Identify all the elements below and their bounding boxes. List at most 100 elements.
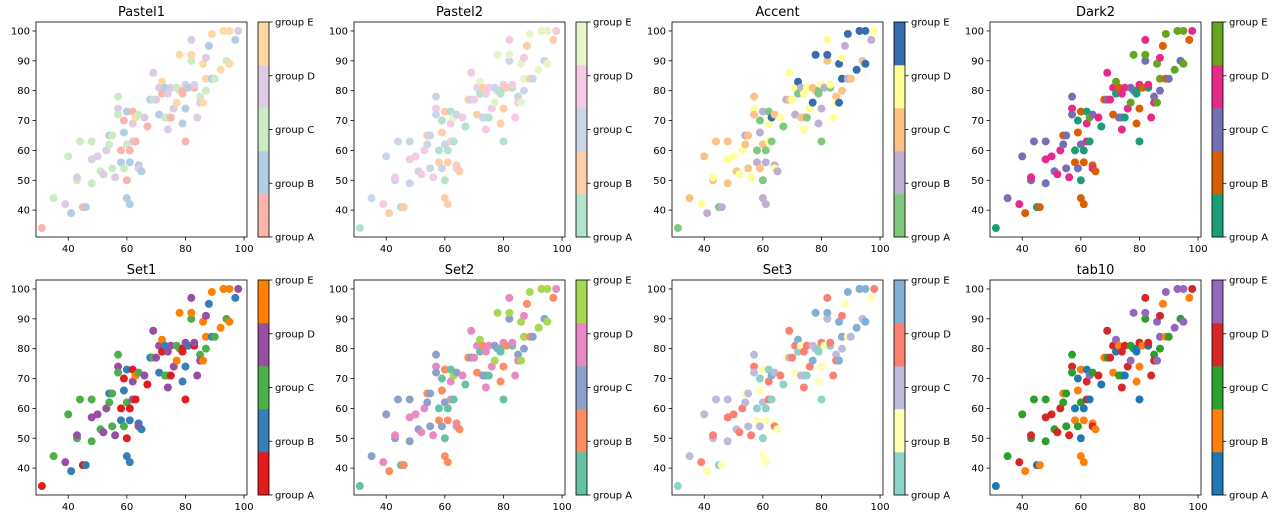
- data-point-dark2-77: [1141, 35, 1150, 44]
- data-point-pastel2-57: [478, 83, 487, 92]
- data-point-set3-45: [773, 425, 782, 434]
- data-point-pastel1-4: [67, 209, 76, 218]
- data-point-set3-60: [799, 347, 808, 356]
- data-point-pastel2-25: [434, 158, 443, 167]
- data-point-set2-55: [476, 347, 485, 356]
- data-point-accent-10: [723, 179, 732, 188]
- scatter-points-set2: [355, 284, 561, 491]
- data-point-tab10-92: [1170, 323, 1179, 332]
- colorbar-label-pastel1: group B: [275, 179, 314, 190]
- data-point-dark2-97: [1179, 59, 1188, 68]
- data-point-pastel2-49: [467, 68, 476, 77]
- data-point-pastel1-77: [187, 35, 196, 44]
- data-point-set3-92: [852, 323, 861, 332]
- data-point-set1-90: [207, 287, 216, 296]
- data-point-accent-41: [767, 137, 776, 146]
- colorbar-segment-accent-2: [894, 108, 905, 152]
- data-point-pastel2-63: [487, 104, 496, 113]
- data-point-set3-20: [744, 422, 753, 431]
- data-point-dark2-98: [1185, 35, 1194, 44]
- data-point-tab10-36: [1079, 404, 1088, 413]
- data-point-dark2-45: [1091, 167, 1100, 176]
- data-point-dark2-86: [1155, 53, 1164, 62]
- data-point-tab10-75: [1141, 314, 1150, 323]
- colorbar-label-set2: group D: [593, 329, 633, 340]
- data-point-dark2-80: [1147, 113, 1156, 122]
- y-tick-label-set3: 50: [653, 434, 666, 445]
- data-point-set1-39: [128, 377, 137, 386]
- x-tick-label-set2: 40: [380, 502, 393, 513]
- data-point-pastel1-62: [166, 113, 175, 122]
- colorbar-segment-set2-2: [576, 366, 587, 410]
- y-tick-label-dark2: 50: [971, 176, 984, 187]
- data-point-set3-75: [823, 314, 832, 323]
- data-point-set2-85: [519, 332, 528, 341]
- scatter-points-pastel1: [37, 26, 243, 233]
- axes-frame-pastel2: [353, 21, 566, 238]
- data-point-accent-3: [700, 152, 709, 161]
- axes-frame-set1: [35, 279, 248, 496]
- y-tick-label-pastel1: 60: [17, 146, 30, 157]
- data-point-tab10-91: [1164, 332, 1173, 341]
- data-point-set3-23: [750, 350, 759, 359]
- colorbar-segment-set1-1: [258, 409, 269, 453]
- y-tick-label-pastel2: 50: [335, 176, 348, 187]
- colorbar-tab10: group A group B group C group D group E: [1211, 276, 1269, 502]
- data-point-set3-87: [837, 344, 846, 353]
- data-point-pastel2-41: [449, 137, 458, 146]
- data-point-accent-96: [861, 26, 870, 35]
- data-point-tab10-12: [1041, 395, 1050, 404]
- data-point-set1-2: [61, 458, 70, 467]
- data-point-pastel2-58: [481, 125, 490, 134]
- data-point-set3-0: [673, 482, 682, 491]
- data-point-tab10-70: [1132, 377, 1141, 386]
- colorbar-segment-set3-2: [894, 366, 905, 410]
- data-point-pastel1-84: [199, 59, 208, 68]
- data-point-set2-94: [537, 284, 546, 293]
- data-point-accent-70: [814, 119, 823, 128]
- y-tick-label-tab10: 90: [971, 314, 984, 325]
- y-tick-label-set3: 40: [653, 464, 666, 475]
- y-tick-label-set2: 50: [335, 434, 348, 445]
- data-point-set3-30: [758, 365, 767, 374]
- data-point-tab10-6: [1027, 431, 1036, 440]
- y-tick-label-pastel1: 80: [17, 86, 30, 97]
- data-point-dark2-61: [1120, 83, 1129, 92]
- data-point-set2-84: [517, 317, 526, 326]
- data-point-set2-98: [549, 293, 558, 302]
- data-point-tab10-41: [1085, 395, 1094, 404]
- data-point-dark2-57: [1114, 83, 1123, 92]
- data-point-dark2-27: [1073, 164, 1082, 173]
- data-point-accent-72: [817, 104, 826, 113]
- data-point-set2-92: [534, 323, 543, 332]
- data-point-dark2-36: [1079, 146, 1088, 155]
- data-point-set3-98: [867, 293, 876, 302]
- data-point-set2-60: [481, 347, 490, 356]
- data-point-set3-2: [697, 458, 706, 467]
- data-point-accent-39: [764, 119, 773, 128]
- x-tick-label-set2: 100: [553, 502, 572, 513]
- x-tick-label-set3: 100: [871, 502, 890, 513]
- data-point-dark2-25: [1070, 158, 1079, 167]
- data-point-pastel1-90: [207, 29, 216, 38]
- data-point-pastel1-3: [64, 152, 73, 161]
- colorbar-segment-set3-3: [894, 323, 905, 367]
- y-tick-label-set2: 100: [329, 284, 348, 295]
- data-point-set2-3: [382, 410, 391, 419]
- colorbar-accent: group A group B group C group D group E: [893, 18, 951, 244]
- data-point-set1-96: [225, 284, 234, 293]
- data-point-set1-35: [125, 416, 134, 425]
- data-point-accent-88: [840, 41, 849, 50]
- y-tick-label-dark2: 80: [971, 86, 984, 97]
- data-point-pastel1-83: [199, 98, 208, 107]
- data-point-tab10-13: [1047, 410, 1056, 419]
- data-point-dark2-34: [1079, 200, 1088, 209]
- data-point-dark2-55: [1112, 89, 1121, 98]
- data-point-set3-27: [755, 422, 764, 431]
- data-point-set2-39: [446, 377, 455, 386]
- colorbar-label-set2: group C: [593, 383, 632, 394]
- data-point-accent-30: [758, 107, 767, 116]
- data-point-tab10-97: [1179, 317, 1188, 326]
- data-point-dark2-88: [1158, 41, 1167, 50]
- colorbar-segment-set3-0: [894, 452, 905, 496]
